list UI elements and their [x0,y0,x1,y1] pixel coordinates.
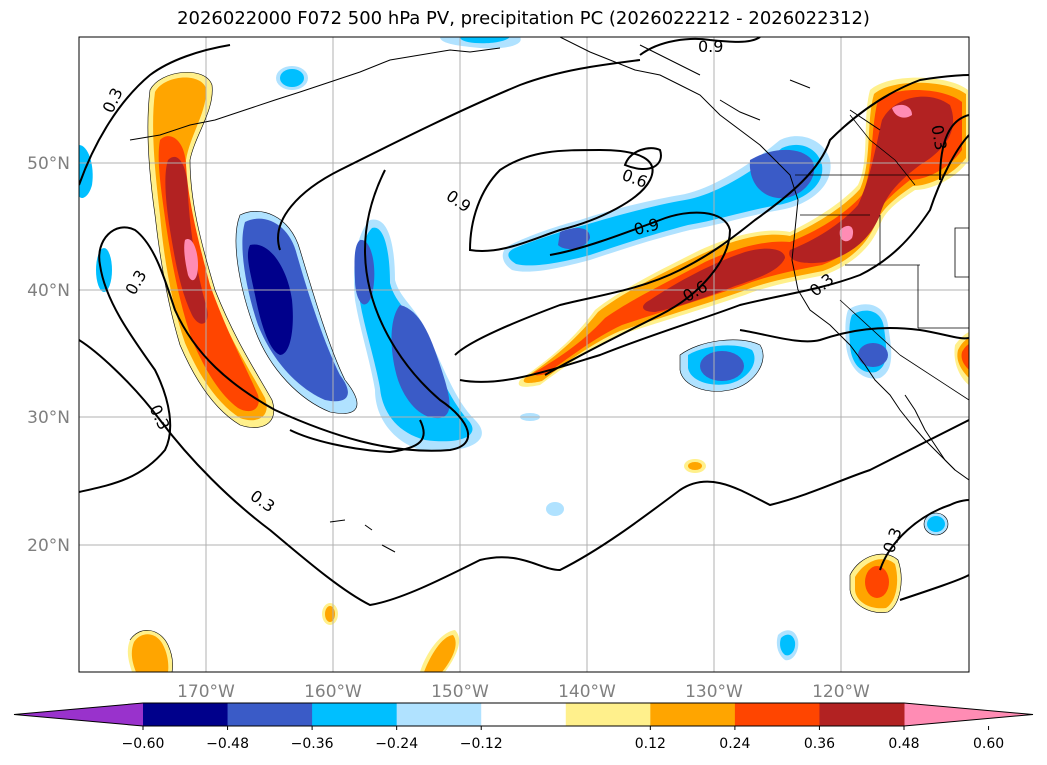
map-frame [78,36,970,673]
lon-label: 140°W [558,682,616,702]
lat-label: 20°N [27,536,70,556]
colorbar-tick-label: 0.12 [635,736,666,752]
colorbar-tick-label: −0.48 [206,736,249,752]
colorbar-segment [312,703,398,726]
lon-label: 130°W [685,682,743,702]
lon-label: 170°W [177,682,235,702]
contour-label: 0.9 [698,37,723,56]
contour-label: 0.3 [927,123,950,151]
lat-labels: 50°N 40°N 30°N 20°N [27,154,70,556]
colorbar-tick-label: 0.24 [719,736,750,752]
coastlines [129,37,969,553]
lat-label: 50°N [27,154,70,174]
political-borders [795,114,969,401]
map-title: 2026022000 F072 500 hPa PV, precipitatio… [177,8,870,29]
colorbar-tick-label: −0.12 [460,736,503,752]
map-plot-area: 0.3 0.3 0.3 0.3 0.3 0.3 0.3 0.6 0.6 0.9 … [79,37,969,672]
lat-label: 30°N [27,408,70,428]
lon-label: 150°W [431,682,489,702]
colorbar-tick-label: 0.36 [804,736,835,752]
lon-label: 160°W [304,682,362,702]
colorbar-tick-label: 0.60 [973,736,1004,752]
gridlines [79,37,969,672]
colorbar-segment [650,703,736,726]
colorbar: −0.60 −0.48 −0.36 −0.24 −0.12 0.12 0.24 0.36 0.4… [13,702,1034,752]
lat-label: 40°N [27,281,70,301]
precip-outline [129,72,949,672]
colorbar-segment [819,703,905,726]
colorbar-segment [396,703,482,726]
colorbar-segment [481,703,567,726]
colorbar-tick-label: 0.48 [888,736,919,752]
colorbar-extend-low [14,703,143,726]
pv-contours [79,37,969,607]
colorbar-segment [734,703,820,726]
positive-blobs-south [127,459,902,672]
negative-band-central [353,219,482,451]
lon-label: 120°W [812,682,870,702]
colorbar-segment [143,703,229,726]
colorbar-tick-label: −0.60 [122,736,165,752]
lon-labels: 170°W 160°W 150°W 140°W 130°W 120°W [177,682,870,702]
colorbar-segment [227,703,313,726]
colorbar-extend-high [904,703,1033,726]
colorbar-tick-label: −0.36 [291,736,334,752]
colorbar-segment [565,703,651,726]
negative-band-west [235,211,357,414]
colorbar-tick-label: −0.24 [375,736,418,752]
